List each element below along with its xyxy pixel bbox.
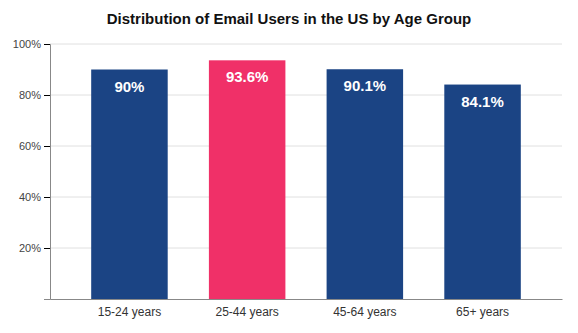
bar: [327, 69, 404, 299]
bar: [91, 70, 168, 300]
x-tick-label: 25-44 years: [215, 305, 278, 319]
y-tick-label: 80%: [19, 89, 41, 101]
data-label: 84.1%: [461, 93, 504, 110]
y-tick-mark: [44, 248, 50, 249]
x-tick-label: 65+ years: [456, 305, 509, 319]
y-tick-mark: [44, 95, 50, 96]
bar: [444, 85, 521, 299]
y-tick-mark: [44, 197, 50, 198]
y-tick: 100%: [13, 38, 50, 50]
y-tick-label: 100%: [13, 38, 41, 50]
y-tick-mark: [44, 146, 50, 147]
bar: [209, 60, 286, 299]
data-labels: 90% 93.6% 90.1% 84.1%: [114, 68, 503, 109]
y-axis-line: [44, 45, 51, 300]
x-axis: 15-24 years 25-44 years 45-64 years 65+ yea…: [51, 300, 563, 319]
x-tick-label: 15-24 years: [98, 305, 161, 319]
y-tick: 80%: [19, 89, 50, 101]
x-tick: 65+ years: [456, 305, 509, 319]
x-tick: 15-24 years: [98, 305, 161, 319]
y-tick-label: 20%: [19, 242, 41, 254]
x-tick: 25-44 years: [215, 305, 278, 319]
x-tick-label: 45-64 years: [333, 305, 396, 319]
grid-line: [50, 44, 562, 45]
y-tick: 20%: [19, 242, 50, 254]
chart-title: Distribution of Email Users in the US by…: [107, 10, 471, 27]
x-tick: 45-64 years: [333, 305, 396, 319]
y-tick: 40%: [19, 191, 50, 203]
y-tick-label: 40%: [19, 191, 41, 203]
data-label: 90%: [114, 78, 144, 95]
y-axis: 20% 40% 60% 80% 100%: [13, 38, 51, 299]
bars: [91, 60, 521, 299]
x-axis-line: [51, 299, 563, 300]
y-tick: 60%: [19, 140, 50, 152]
chart-svg: 20% 40% 60% 80% 100% 15-24 years 25-44 years 45…: [0, 0, 578, 333]
plot-area: 20% 40% 60% 80% 100% 15-24 years 25-44 years 45…: [13, 38, 563, 319]
data-label: 93.6%: [226, 68, 269, 85]
y-tick-mark: [44, 44, 50, 45]
data-label: 90.1%: [344, 77, 387, 94]
y-tick-label: 60%: [19, 140, 41, 152]
